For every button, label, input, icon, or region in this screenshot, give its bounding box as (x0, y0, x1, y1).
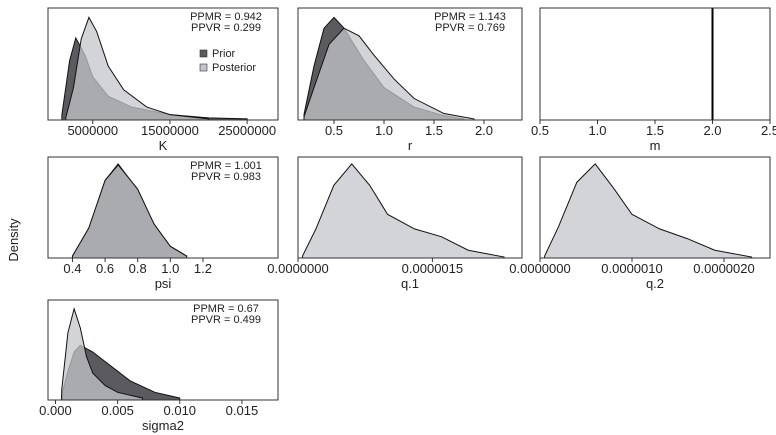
x-axis-label: K (159, 138, 168, 153)
panel-frame (539, 7, 771, 121)
x-axis-label: psi (155, 276, 172, 291)
y-axis-label: Density (6, 218, 21, 262)
x-axis-label: q.1 (401, 276, 419, 291)
annotation: PPVR = 0.769 (435, 22, 505, 34)
density-area (65, 16, 210, 121)
x-axis-label: r (408, 138, 413, 153)
x-tick-label: 1.0 (588, 123, 606, 138)
x-tick-label: 1.5 (425, 123, 443, 138)
x-tick-label: 2.5 (761, 123, 776, 138)
legend-label: Prior (212, 48, 236, 60)
x-tick-label: 1.2 (194, 261, 212, 276)
legend-swatch (199, 49, 208, 58)
x-tick-label: 1.5 (646, 123, 664, 138)
density-area (303, 27, 475, 121)
x-tick-label: 2.0 (703, 123, 721, 138)
x-axis-label: q.2 (646, 276, 664, 291)
x-tick-label: 0.005 (101, 403, 134, 418)
x-tick-label: 0.010 (164, 403, 197, 418)
x-axis-label: m (650, 138, 661, 153)
panel-frame (297, 7, 523, 121)
annotation: PPMR = 0.67 (193, 303, 259, 315)
density-area (71, 164, 188, 259)
legend-swatch (199, 63, 208, 72)
x-axis-label: sigma2 (142, 418, 184, 433)
x-tick-label: 15000000 (141, 123, 199, 138)
x-tick-label: 0.6 (96, 261, 114, 276)
x-tick-label: 0.0000000 (267, 261, 328, 276)
x-tick-label: 5000000 (67, 123, 118, 138)
annotation: PPVR = 0.499 (191, 314, 261, 326)
panel-frame (47, 7, 279, 121)
x-tick-label: 0.000 (39, 403, 72, 418)
x-tick-label: 0.8 (129, 261, 147, 276)
density-area (61, 307, 143, 401)
annotation: PPMR = 0.942 (190, 11, 262, 23)
panel-frame (297, 156, 523, 259)
x-tick-label: 2.0 (475, 123, 493, 138)
x-tick-label: 25000000 (218, 123, 276, 138)
density-area (301, 163, 505, 259)
annotation: PPVR = 0.299 (191, 22, 261, 34)
annotation: PPMR = 1.001 (190, 160, 262, 172)
x-tick-label: 0.0000000 (509, 261, 570, 276)
x-tick-label: 0.0000010 (601, 261, 662, 276)
x-tick-label: 0.0000020 (693, 261, 754, 276)
x-tick-label: 0.015 (226, 403, 259, 418)
x-tick-label: 0.4 (63, 261, 81, 276)
x-tick-label: 1.0 (375, 123, 393, 138)
x-tick-label: 0.5 (325, 123, 343, 138)
panel-frame (539, 156, 771, 259)
x-tick-label: 0.0000015 (402, 261, 463, 276)
x-tick-label: 1.0 (161, 261, 179, 276)
legend-label: Posterior (212, 62, 256, 74)
annotation: PPMR = 1.143 (434, 11, 506, 23)
panel-frame (47, 156, 279, 259)
panel-frame (47, 299, 279, 401)
x-tick-label: 0.5 (531, 123, 549, 138)
density-area (544, 163, 753, 259)
annotation: PPVR = 0.983 (191, 171, 261, 183)
